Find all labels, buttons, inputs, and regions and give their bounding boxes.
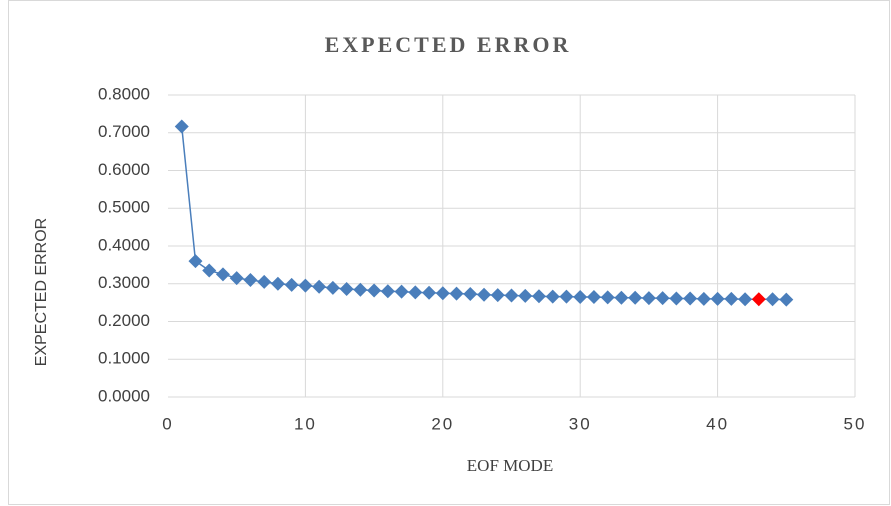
data-point — [422, 285, 437, 300]
data-point — [683, 291, 698, 306]
data-point — [188, 254, 203, 269]
data-point — [628, 290, 643, 305]
y-tick-label: 0.0000 — [98, 386, 150, 405]
data-point — [751, 292, 766, 307]
data-point — [257, 274, 272, 289]
y-tick-label: 0.7000 — [98, 122, 150, 141]
data-point — [284, 277, 299, 292]
data-point — [765, 292, 780, 307]
data-point — [490, 288, 505, 303]
data-point — [531, 289, 546, 304]
data-point — [174, 119, 189, 134]
data-point — [408, 285, 423, 300]
y-tick-label: 0.2000 — [98, 311, 150, 330]
data-point — [518, 288, 533, 303]
data-point — [724, 291, 739, 306]
x-axis-label: EOF MODE — [467, 456, 553, 475]
data-point — [353, 282, 368, 297]
data-point — [696, 291, 711, 306]
data-point — [779, 292, 794, 307]
data-point — [573, 289, 588, 304]
data-point — [215, 267, 230, 282]
data-point — [545, 289, 560, 304]
y-tick-label: 0.4000 — [98, 235, 150, 254]
data-point — [504, 288, 519, 303]
data-point — [202, 263, 217, 278]
data-point — [559, 289, 574, 304]
data-point — [600, 290, 615, 305]
data-point — [655, 291, 670, 306]
data-point — [229, 271, 244, 286]
data-point — [710, 291, 725, 306]
y-tick-label: 0.8000 — [98, 84, 150, 103]
data-point — [298, 278, 313, 293]
x-tick-label: 30 — [569, 414, 592, 433]
x-tick-label: 20 — [431, 414, 454, 433]
y-axis-label: EXPECTED ERROR — [33, 218, 50, 366]
x-tick-label: 50 — [844, 414, 867, 433]
data-point — [435, 286, 450, 301]
y-tick-label: 0.6000 — [98, 160, 150, 179]
y-tick-label: 0.3000 — [98, 273, 150, 292]
chart-border — [8, 0, 890, 505]
data-point — [380, 284, 395, 299]
data-point — [641, 291, 656, 306]
data-point — [270, 276, 285, 291]
data-point — [463, 286, 478, 301]
data-point — [586, 289, 601, 304]
x-tick-label: 40 — [706, 414, 729, 433]
data-point — [669, 291, 684, 306]
data-point — [325, 280, 340, 295]
x-tick-label: 0 — [162, 414, 173, 433]
chart-title: EXPECTED ERROR — [325, 32, 572, 57]
data-point — [394, 284, 409, 299]
data-point — [614, 290, 629, 305]
data-point — [477, 287, 492, 302]
data-point — [449, 286, 464, 301]
data-point — [367, 283, 382, 298]
data-point — [243, 272, 258, 287]
data-point — [339, 282, 354, 297]
y-tick-label: 0.5000 — [98, 198, 150, 217]
data-point — [738, 292, 753, 307]
data-point — [312, 279, 327, 294]
x-tick-label: 10 — [294, 414, 317, 433]
y-tick-label: 0.1000 — [98, 349, 150, 368]
